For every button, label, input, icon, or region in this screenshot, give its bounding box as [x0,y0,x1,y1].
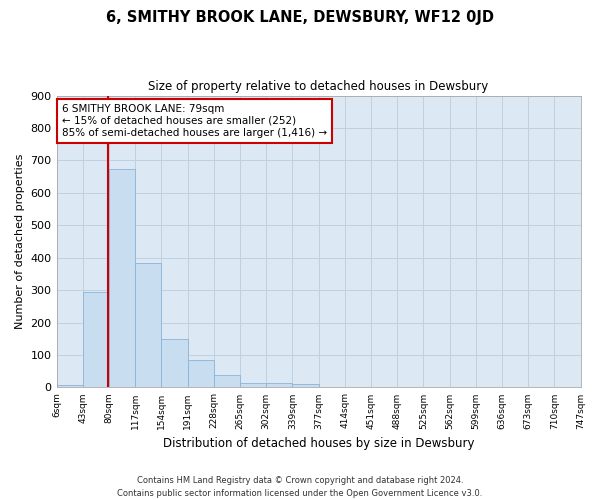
Bar [83,292,109,388]
X-axis label: Distribution of detached houses by size in Dewsbury: Distribution of detached houses by size … [163,437,474,450]
Bar [56,385,83,388]
Y-axis label: Number of detached properties: Number of detached properties [15,154,25,329]
Text: 6 SMITHY BROOK LANE: 79sqm
← 15% of detached houses are smaller (252)
85% of sem: 6 SMITHY BROOK LANE: 79sqm ← 15% of deta… [62,104,327,138]
Bar [109,168,135,388]
Bar [266,383,292,388]
Bar [240,383,266,388]
Title: Size of property relative to detached houses in Dewsbury: Size of property relative to detached ho… [148,80,488,93]
Bar [214,376,240,388]
Text: 6, SMITHY BROOK LANE, DEWSBURY, WF12 0JD: 6, SMITHY BROOK LANE, DEWSBURY, WF12 0JD [106,10,494,25]
Text: Contains HM Land Registry data © Crown copyright and database right 2024.
Contai: Contains HM Land Registry data © Crown c… [118,476,482,498]
Bar [161,339,188,388]
Bar [135,262,161,388]
Bar [292,384,319,388]
Bar [188,360,214,388]
